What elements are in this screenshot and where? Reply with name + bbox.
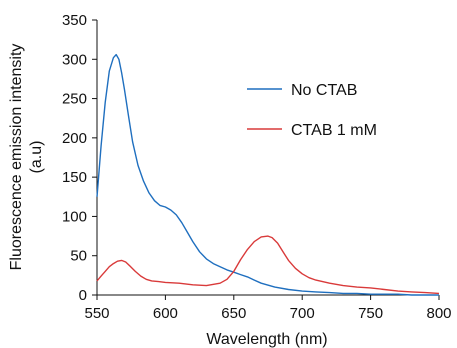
x-tick-label: 800 [426,305,451,322]
x-axis-title: Wavelength (nm) [206,331,327,348]
legend: No CTAB CTAB 1 mM [247,82,377,139]
y-axis-title-line2: (a.u) [28,141,45,174]
axes [96,20,439,296]
series-line-no-ctab [96,53,439,296]
legend-label-no-ctab: No CTAB [291,82,357,99]
y-axis-ticks: 0 50 100 150 200 250 300 350 [62,12,97,304]
y-tick-label: 200 [62,130,87,147]
legend-label-ctab: CTAB 1 mM [291,122,377,139]
y-tick-label: 350 [62,12,87,29]
x-tick-label: 550 [84,305,109,322]
y-tick-label: 100 [62,208,87,225]
y-tick-label: 0 [79,287,87,304]
series-line-ctab-1mm [96,235,440,295]
x-tick-label: 700 [290,305,315,322]
y-tick-label: 300 [62,51,87,68]
x-axis-ticks: 550 600 650 700 750 800 [84,295,452,322]
y-tick-label: 50 [70,248,87,265]
y-tick-label: 250 [62,91,87,108]
x-tick-label: 600 [153,305,178,322]
x-tick-label: 650 [221,305,246,322]
y-tick-label: 150 [62,169,87,186]
series-lines [96,53,440,296]
x-tick-label: 750 [358,305,383,322]
y-axis-title-line1: Fluorescence emission intensity [8,44,25,271]
